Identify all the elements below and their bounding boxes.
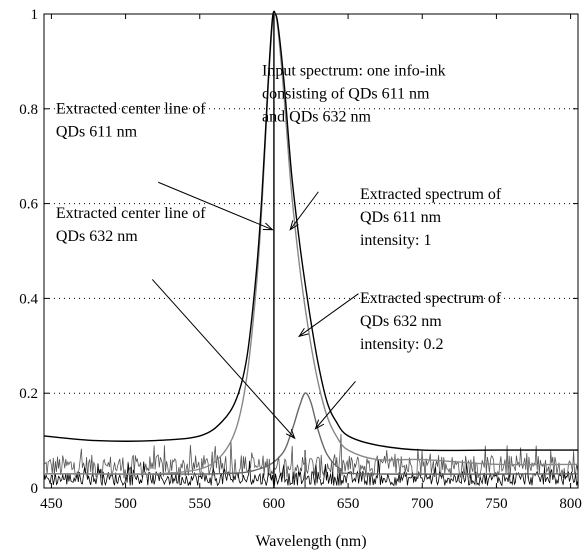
x-tick-label: 650	[337, 496, 360, 512]
series-line	[43, 392, 579, 475]
annotation-line: QDs 632 nm	[360, 313, 442, 330]
annotation-line: QDs 611 nm	[360, 209, 442, 226]
annotation-line: intensity: 0.2	[360, 336, 444, 353]
annotation-label: Extracted spectrum of QDs 611 nm intensity…	[360, 186, 502, 249]
annotation-label: Extracted center line of QDs 611 nm	[56, 101, 206, 141]
annotation-line: Extracted center line of	[56, 101, 206, 118]
noise-series	[43, 433, 579, 480]
annotation-arrowhead	[262, 222, 274, 231]
annotation-label: Extracted spectrum of QDs 632 nm intensity…	[360, 290, 502, 353]
annotation-line: Extracted spectrum of	[360, 290, 502, 307]
axis-ticks: 0 0.2 0.4 0.6 0.8 1 450 500 550 600 650 700 750 800	[19, 7, 582, 512]
annotation-line: intensity: 1	[360, 232, 432, 249]
y-tick-label: 1	[31, 7, 39, 23]
x-tick-label: 700	[411, 496, 434, 512]
x-tick-label: 750	[485, 496, 508, 512]
annotation-arrow	[315, 381, 356, 430]
annotation-line: QDs 632 nm	[56, 228, 138, 245]
axes-frame	[43, 13, 579, 489]
annotation-label: Extracted center line of QDs 632 nm	[56, 205, 206, 245]
annotations: Extracted center line of QDs 611 nm Input …	[56, 63, 502, 440]
annotation-arrow	[158, 181, 273, 231]
grid-lines	[44, 108, 578, 394]
y-tick-label: 0.4	[19, 291, 38, 307]
x-tick-label: 550	[189, 496, 212, 512]
annotation-arrowhead	[314, 419, 325, 430]
noise-series	[43, 459, 579, 487]
annotation-line: and QDs 632 nm	[262, 109, 371, 126]
series-line	[43, 10, 578, 452]
x-tick-label: 450	[40, 496, 63, 512]
plot-area	[43, 13, 579, 489]
annotation-line: Input spectrum: one info-ink	[262, 63, 446, 80]
x-axis-title: Wavelength (nm)	[255, 533, 366, 550]
series-layer	[43, 10, 579, 488]
annotation-arrowhead	[289, 220, 299, 231]
x-tick-label: 600	[263, 496, 286, 512]
annotation-arrowhead	[285, 429, 296, 440]
y-tick-label: 0.6	[19, 197, 38, 213]
annotation-arrow	[298, 293, 359, 337]
annotation-line: consisting of QDs 611 nm	[262, 86, 430, 103]
y-tick-label: 0.8	[19, 102, 38, 118]
annotation-arrowhead	[298, 327, 309, 338]
x-tick-label: 500	[114, 496, 137, 512]
annotation-label: Input spectrum: one info-ink consisting o…	[262, 63, 446, 126]
annotation-arrow	[151, 279, 296, 439]
x-tick-label: 800	[559, 496, 582, 512]
annotation-line: Extracted center line of	[56, 205, 206, 222]
y-tick-label: 0.2	[19, 386, 38, 402]
annotation-arrow	[289, 191, 319, 230]
annotation-line: Extracted spectrum of	[360, 186, 502, 203]
annotation-line: QDs 611 nm	[56, 124, 138, 141]
y-tick-label: 0	[31, 481, 39, 497]
